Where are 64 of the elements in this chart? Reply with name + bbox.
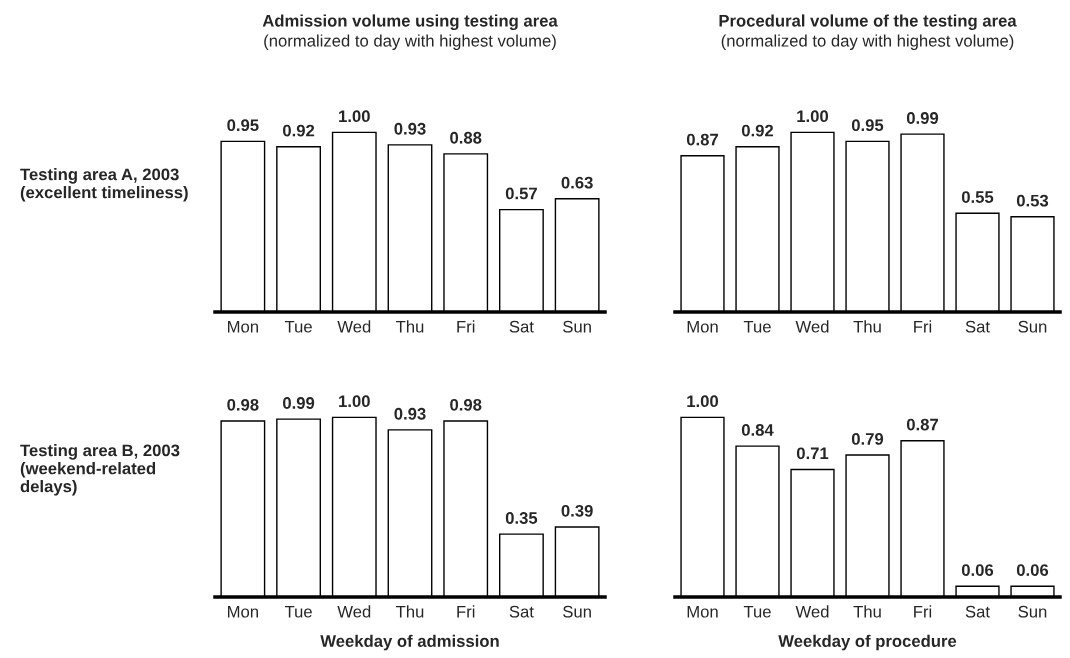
x-tick-label: Tue [743, 605, 771, 618]
data-label: 0.55 [961, 191, 994, 203]
chart-subtitle: (normalized to day with highest volume) [264, 34, 556, 50]
x-tick-label: Sun [1018, 320, 1047, 333]
x-tick-label: Wed [795, 320, 829, 333]
data-label: 0.95 [851, 119, 884, 132]
x-tick-label: Wed [795, 605, 829, 618]
x-tick-label: Thu [396, 605, 424, 618]
x-tick-label: Fri [457, 320, 475, 333]
x-tick-label: Mon [228, 320, 258, 333]
x-tick-label: Thu [396, 320, 424, 333]
data-label: 0.84 [741, 424, 774, 436]
data-label: 0.92 [283, 124, 315, 137]
data-label: 0.88 [450, 131, 482, 144]
data-label: 0.39 [561, 504, 593, 517]
x-axis-title: Weekday of procedure [778, 634, 957, 651]
x-tick-label: Sat [965, 605, 990, 618]
x-tick-label: Tue [284, 605, 312, 618]
x-tick-label: Mon [687, 320, 718, 333]
data-label: 0.98 [227, 398, 259, 411]
y-axis-title: Testing area B, 2003 (weekend-related delays) [20, 444, 180, 496]
x-tick-label: Sat [509, 605, 534, 618]
x-tick-label: Thu [853, 605, 881, 618]
x-tick-label: Sun [1018, 605, 1047, 618]
data-label: 0.71 [796, 447, 829, 460]
data-label: 1.00 [339, 395, 370, 408]
x-tick-label: Mon [228, 605, 258, 618]
data-label: 0.92 [741, 124, 774, 137]
data-label: 0.98 [450, 398, 482, 411]
data-label: 0.79 [851, 433, 884, 445]
x-tick-label: Tue [284, 320, 312, 333]
data-label: 0.95 [227, 119, 259, 132]
chart-subtitle: (normalized to day with highest volume) [721, 34, 1014, 50]
chart-title: Procedural volume of the testing area [719, 14, 1017, 30]
data-label: 0.87 [686, 133, 718, 146]
data-label: 0.87 [906, 418, 938, 431]
data-label: 0.99 [906, 112, 939, 124]
data-label: 0.57 [505, 187, 537, 200]
data-label: 1.00 [797, 110, 829, 123]
x-tick-label: Fri [914, 605, 932, 618]
x-tick-label: Mon [687, 605, 718, 618]
x-axis-title: Weekday of admission [320, 634, 499, 651]
data-label: 0.35 [505, 512, 538, 524]
chart-title: Admission volume using testing area [262, 14, 558, 30]
x-tick-label: Sat [509, 320, 534, 333]
y-axis-title: Testing area A, 2003 (excellent timeliness) [20, 168, 188, 202]
x-tick-label: Wed [337, 605, 371, 618]
data-label: 0.06 [1016, 564, 1049, 576]
data-label: 0.06 [961, 564, 994, 576]
x-tick-label: Sun [563, 605, 591, 618]
x-tick-label: Thu [853, 320, 881, 333]
data-label: 0.93 [394, 122, 426, 135]
x-tick-label: Fri [914, 320, 932, 333]
x-tick-label: Wed [337, 320, 371, 333]
x-tick-label: Sat [965, 320, 990, 333]
data-label: 1.00 [687, 395, 719, 408]
data-label: 1.00 [339, 110, 370, 123]
x-tick-label: Sun [563, 320, 591, 333]
data-label: 0.99 [283, 397, 315, 409]
x-tick-label: Tue [743, 320, 771, 333]
data-label: 0.53 [1016, 194, 1049, 207]
data-label: 0.93 [394, 407, 426, 420]
x-tick-label: Fri [457, 605, 475, 618]
data-label: 0.63 [561, 176, 593, 189]
